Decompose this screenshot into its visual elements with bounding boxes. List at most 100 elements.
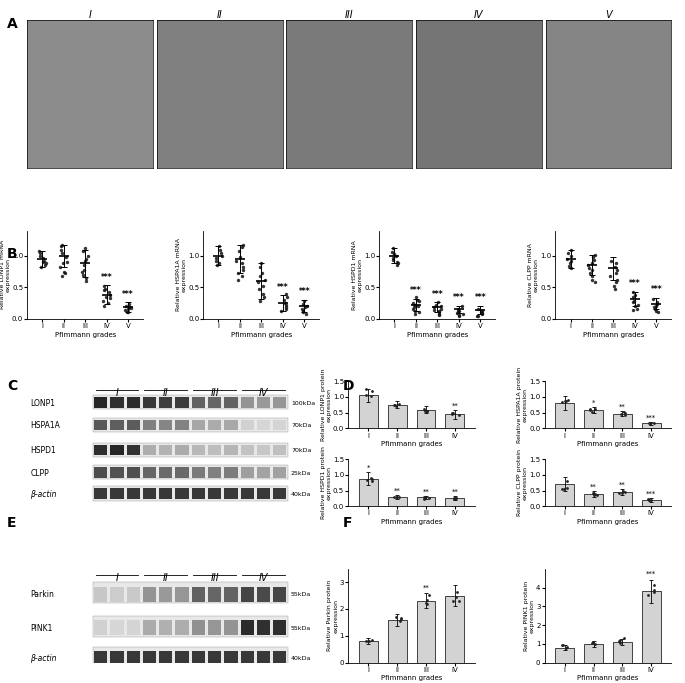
Point <box>643 495 654 506</box>
Point <box>79 260 90 270</box>
Bar <box>257 398 270 408</box>
Point <box>453 596 464 607</box>
Point <box>472 304 483 315</box>
Point <box>421 405 432 416</box>
Text: F: F <box>342 516 352 529</box>
Text: **: ** <box>423 585 429 591</box>
Point <box>281 288 292 299</box>
Bar <box>110 420 123 430</box>
Point <box>649 580 660 591</box>
Point <box>562 247 573 258</box>
Bar <box>175 420 189 430</box>
Point <box>299 296 310 307</box>
Point <box>651 301 662 311</box>
Point <box>614 488 625 499</box>
Point <box>630 301 640 311</box>
Text: III: III <box>210 574 219 583</box>
Point <box>40 258 51 269</box>
Point <box>558 640 569 651</box>
Point <box>254 296 265 307</box>
Point <box>650 305 661 316</box>
Bar <box>388 404 407 428</box>
Bar <box>208 587 221 602</box>
Bar <box>192 445 205 455</box>
Point <box>387 253 398 264</box>
Point <box>259 291 270 302</box>
Bar <box>192 620 205 635</box>
Point <box>256 258 266 269</box>
Point <box>121 307 132 318</box>
Bar <box>110 620 123 635</box>
Point <box>121 301 132 311</box>
Text: ***: *** <box>410 286 422 295</box>
Bar <box>584 494 603 506</box>
Bar <box>208 652 221 666</box>
Point <box>214 241 225 252</box>
Point <box>99 301 110 311</box>
X-axis label: Pfimmann grades: Pfimmann grades <box>381 519 443 525</box>
Text: **: ** <box>619 404 625 410</box>
Bar <box>92 647 288 668</box>
Y-axis label: Relative PINK1 protein
expression: Relative PINK1 protein expression <box>524 581 534 651</box>
Bar <box>92 615 288 637</box>
Bar <box>224 398 238 408</box>
Point <box>419 493 429 504</box>
Bar <box>94 587 108 602</box>
Bar <box>159 652 173 666</box>
Point <box>608 281 619 292</box>
Point <box>629 296 640 307</box>
Point <box>105 292 116 303</box>
Bar <box>556 403 574 428</box>
Text: *: * <box>592 400 595 406</box>
Point <box>123 301 134 312</box>
Point <box>82 251 93 262</box>
Point <box>60 268 71 279</box>
Point <box>232 268 243 279</box>
Point <box>391 257 402 268</box>
Text: PINK1: PINK1 <box>30 624 53 632</box>
Point <box>255 262 266 273</box>
Point <box>388 249 399 260</box>
Bar <box>240 398 254 408</box>
Point <box>477 305 488 316</box>
Point <box>76 266 87 277</box>
Point <box>453 310 464 321</box>
Point <box>562 253 573 264</box>
Bar <box>192 467 205 477</box>
Point <box>260 275 271 285</box>
Point <box>257 268 268 279</box>
Bar <box>127 420 140 430</box>
Bar <box>143 620 156 635</box>
Point <box>451 587 462 598</box>
Text: ***: *** <box>475 294 486 303</box>
Point <box>56 241 67 252</box>
Text: 100kDa: 100kDa <box>291 401 315 406</box>
Point <box>79 255 90 266</box>
X-axis label: Pfimmann grades: Pfimmann grades <box>381 441 443 447</box>
Bar <box>257 587 270 602</box>
Title: I: I <box>89 10 92 20</box>
Bar <box>92 443 288 457</box>
Point <box>628 292 639 303</box>
Point <box>34 247 45 258</box>
Point <box>253 277 264 288</box>
Text: A: A <box>7 17 18 31</box>
Bar <box>257 652 270 666</box>
Point <box>585 404 596 415</box>
Bar <box>240 652 254 666</box>
Point <box>451 492 462 503</box>
Point <box>616 409 627 420</box>
Point <box>365 473 376 484</box>
Title: V: V <box>605 10 612 20</box>
Bar <box>159 488 173 499</box>
Point <box>394 398 405 409</box>
Point <box>420 598 431 609</box>
Point <box>98 296 109 307</box>
Point <box>298 305 309 316</box>
Point <box>421 405 432 416</box>
Text: *: * <box>366 465 370 471</box>
Point <box>632 303 643 314</box>
Point <box>81 253 92 264</box>
Point <box>620 486 631 497</box>
Point <box>586 270 597 281</box>
